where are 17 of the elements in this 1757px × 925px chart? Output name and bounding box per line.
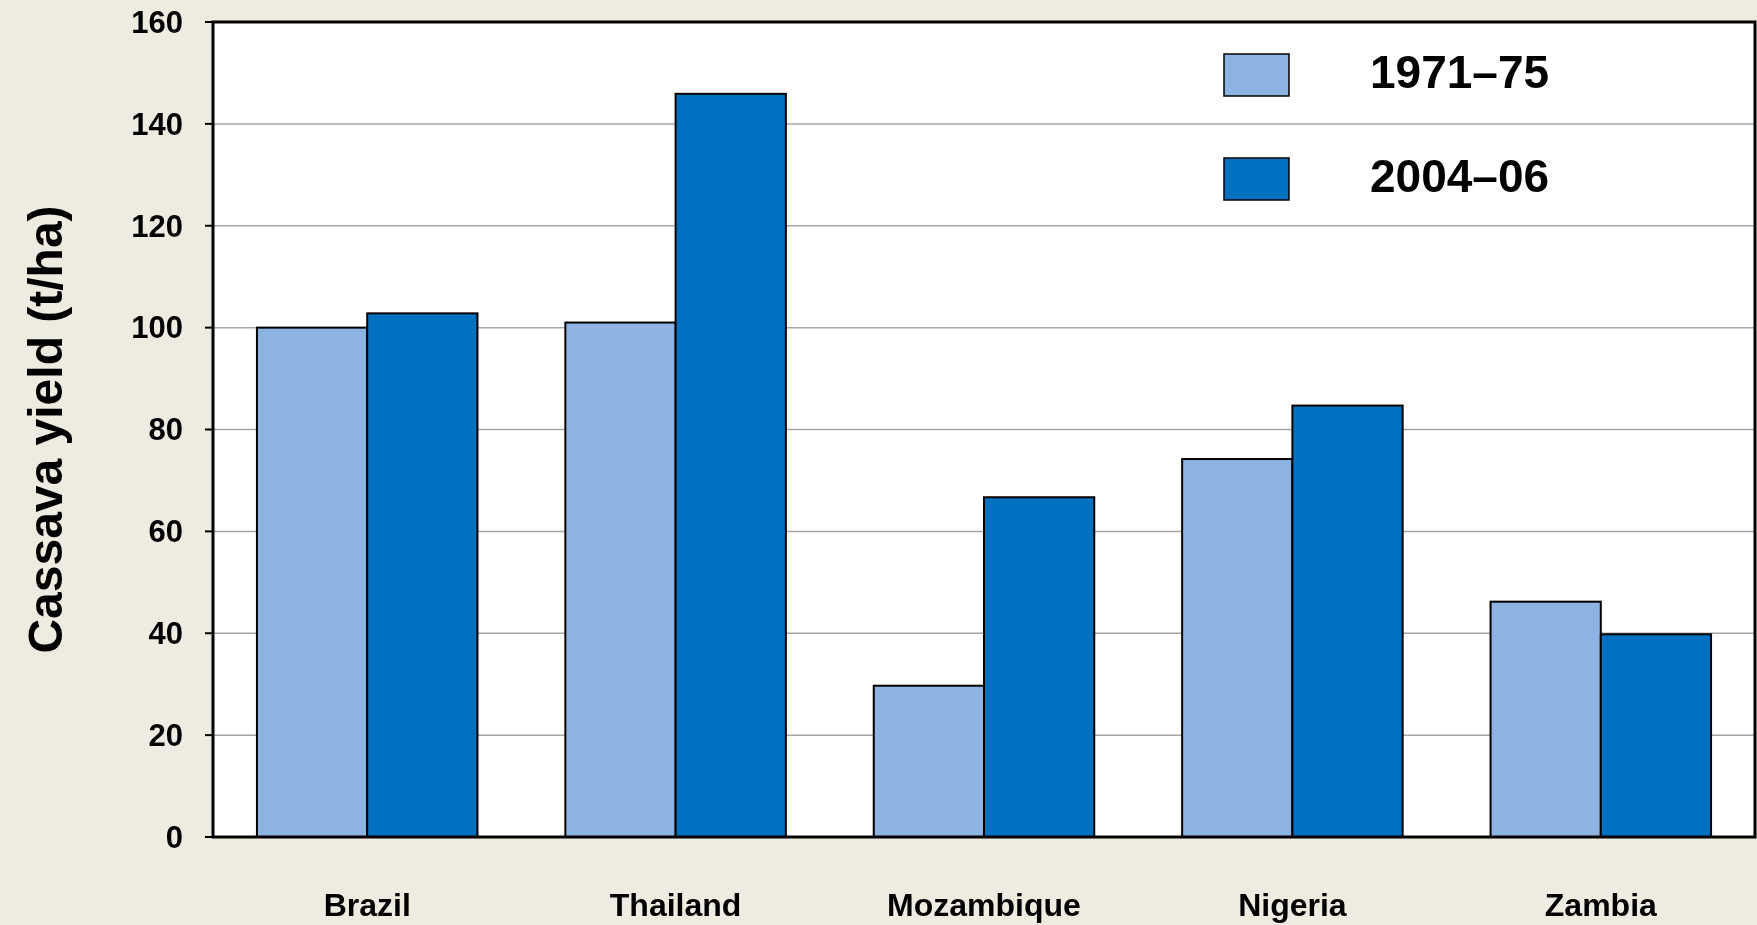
- y-tick-label: 60: [148, 514, 183, 550]
- x-tick-label: Mozambique: [887, 887, 1081, 924]
- x-tick-label: Nigeria: [1238, 887, 1347, 924]
- y-axis-title: Cassava yield (t/ha): [19, 205, 72, 654]
- legend-label: 1971–75: [1370, 46, 1550, 98]
- y-tick-label: 0: [165, 819, 183, 855]
- y-tick-label: 80: [148, 412, 183, 448]
- y-tick-label: 160: [131, 4, 183, 40]
- y-tick-label: 20: [148, 717, 183, 753]
- y-tick-label: 140: [131, 106, 183, 142]
- y-tick-label: 120: [131, 208, 183, 244]
- y-tick-label: 100: [131, 310, 183, 346]
- y-tick-label: 40: [148, 616, 183, 652]
- legend-label: 2004–06: [1370, 150, 1550, 202]
- x-tick-label: Zambia: [1544, 887, 1658, 924]
- x-tick-label: Thailand: [609, 887, 742, 924]
- x-tick-label: Brazil: [323, 887, 411, 924]
